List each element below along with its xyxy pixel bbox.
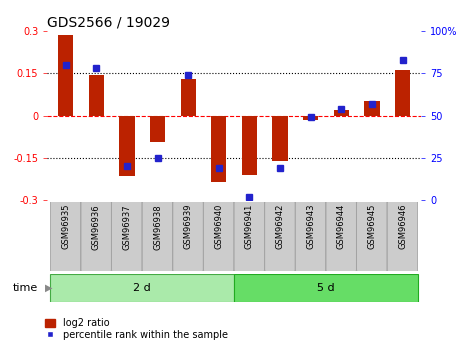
Bar	[395, 70, 410, 116]
Bar	[58, 35, 73, 116]
Text: GSM96939: GSM96939	[184, 204, 193, 249]
Bar	[234, 274, 418, 302]
FancyBboxPatch shape	[142, 201, 173, 272]
Text: GSM96943: GSM96943	[306, 204, 315, 249]
Bar	[364, 101, 380, 116]
Text: GSM96938: GSM96938	[153, 204, 162, 249]
Bar	[211, 116, 227, 182]
FancyBboxPatch shape	[387, 201, 418, 272]
FancyBboxPatch shape	[234, 201, 264, 272]
Text: ▶: ▶	[45, 283, 53, 293]
Text: GSM96935: GSM96935	[61, 204, 70, 249]
FancyBboxPatch shape	[81, 201, 111, 272]
FancyBboxPatch shape	[357, 201, 387, 272]
FancyBboxPatch shape	[112, 201, 142, 272]
Text: GSM96945: GSM96945	[368, 204, 377, 249]
Text: GSM96940: GSM96940	[214, 204, 223, 249]
Bar	[303, 116, 318, 120]
FancyBboxPatch shape	[173, 201, 203, 272]
Bar	[88, 75, 104, 116]
Text: time: time	[13, 283, 38, 293]
FancyBboxPatch shape	[50, 201, 81, 272]
FancyBboxPatch shape	[265, 201, 295, 272]
Bar	[150, 116, 165, 142]
FancyBboxPatch shape	[326, 201, 356, 272]
Text: GDS2566 / 19029: GDS2566 / 19029	[47, 16, 170, 30]
Text: 2 d: 2 d	[133, 283, 151, 293]
Text: GSM96944: GSM96944	[337, 204, 346, 249]
FancyBboxPatch shape	[203, 201, 234, 272]
Text: GSM96941: GSM96941	[245, 204, 254, 249]
Text: GSM96936: GSM96936	[92, 204, 101, 249]
Bar	[242, 116, 257, 175]
FancyBboxPatch shape	[296, 201, 326, 272]
Bar	[50, 274, 234, 302]
Bar	[333, 110, 349, 116]
Bar	[181, 79, 196, 116]
Text: 5 d: 5 d	[317, 283, 335, 293]
Text: GSM96946: GSM96946	[398, 204, 407, 249]
Text: GSM96937: GSM96937	[123, 204, 131, 249]
Legend: log2 ratio, percentile rank within the sample: log2 ratio, percentile rank within the s…	[45, 318, 228, 340]
Bar	[119, 116, 135, 176]
Text: GSM96942: GSM96942	[276, 204, 285, 249]
Bar	[272, 116, 288, 161]
